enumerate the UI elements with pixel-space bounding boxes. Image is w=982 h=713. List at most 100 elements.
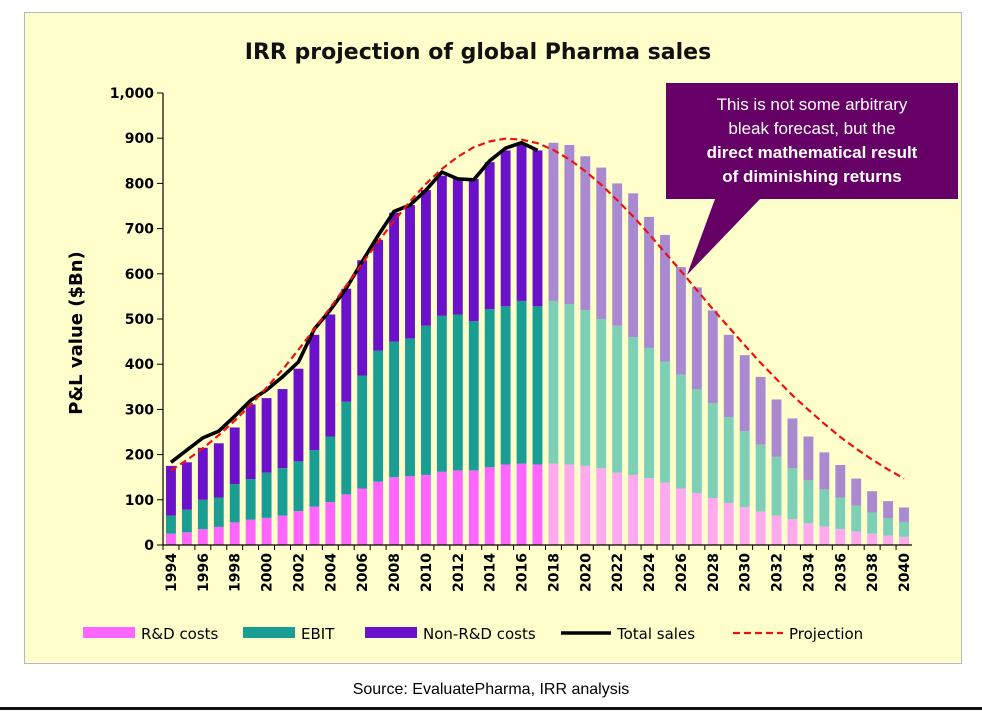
bar-non-r-d-costs-2005: [341, 288, 352, 402]
bar-non-r-d-costs-2000: [261, 398, 272, 473]
bar-non-r-d-costs-2034: [803, 436, 814, 481]
bar-non-r-d-costs-2012: [452, 178, 463, 315]
callout-line: bleak forecast, but the: [728, 119, 895, 138]
bar-non-r-d-costs-2011: [436, 175, 447, 316]
bar-ebit-2005: [341, 401, 352, 495]
bar-ebit-2016: [516, 300, 527, 464]
bar-ebit-2002: [293, 461, 304, 512]
bar-ebit-2023: [628, 337, 639, 475]
line-projection: [170, 137, 905, 480]
x-tick-label: 2036: [833, 553, 849, 592]
bar-r-d-costs-2002: [293, 511, 304, 545]
legend-label: R&D costs: [141, 625, 219, 643]
bar-ebit-2026: [675, 374, 686, 489]
bar-ebit-1997: [213, 497, 224, 527]
x-tick-label: 2024: [642, 553, 658, 592]
bar-non-r-d-costs-2028: [707, 310, 718, 404]
x-tick-label: 2004: [323, 553, 339, 592]
bar-non-r-d-costs-2007: [373, 239, 384, 351]
bar-r-d-costs-2007: [373, 481, 384, 545]
bar-non-r-d-costs-2040: [899, 507, 909, 522]
bar-ebit-2022: [612, 325, 623, 473]
bar-r-d-costs-2016: [516, 463, 527, 545]
bar-non-r-d-costs-2022: [612, 183, 623, 326]
legend-label: Non-R&D costs: [423, 625, 536, 643]
bar-r-d-costs-1994: [166, 533, 176, 545]
bar-r-d-costs-1996: [197, 529, 208, 545]
bar-non-r-d-costs-2033: [787, 418, 798, 469]
y-tick-label: 800: [125, 176, 154, 192]
line-total-sales: [169, 140, 539, 464]
bar-ebit-2011: [436, 315, 447, 472]
bar-ebit-1999: [245, 479, 256, 520]
callout-line: of diminishing returns: [722, 167, 901, 186]
bar-non-r-d-costs-2002: [293, 368, 304, 462]
x-tick-label: 2006: [355, 553, 371, 592]
bar-ebit-2009: [405, 338, 415, 477]
x-tick-label: 2040: [897, 553, 913, 592]
callout-bubble: [666, 83, 958, 275]
bar-non-r-d-costs-1998: [229, 427, 240, 484]
lines-group: [169, 137, 905, 480]
bar-non-r-d-costs-1999: [245, 404, 256, 480]
y-tick-label: 600: [125, 267, 154, 283]
bar-r-d-costs-2011: [436, 471, 447, 545]
bar-ebit-2035: [819, 489, 830, 527]
y-tick-label: 400: [125, 357, 154, 373]
bar-ebit-2010: [421, 325, 431, 475]
x-tick-label: 2022: [610, 553, 626, 592]
bar-r-d-costs-2013: [468, 470, 479, 545]
bar-non-r-d-costs-2038: [867, 491, 878, 513]
bar-r-d-costs-2039: [883, 535, 894, 545]
bar-r-d-costs-1995: [181, 532, 192, 545]
bar-ebit-2008: [389, 341, 400, 478]
bar-r-d-costs-1998: [229, 522, 240, 545]
bar-ebit-2039: [883, 518, 894, 536]
bar-ebit-2024: [644, 347, 654, 479]
bar-ebit-2031: [755, 444, 766, 512]
y-axis-label: P&L value ($Bn): [66, 251, 87, 414]
bar-non-r-d-costs-2017: [532, 150, 543, 307]
bar-non-r-d-costs-2037: [851, 478, 862, 506]
y-tick-label: 700: [125, 222, 154, 238]
bar-ebit-2014: [484, 309, 495, 468]
y-tick-label: 200: [125, 448, 154, 464]
bar-ebit-2040: [899, 521, 909, 537]
callout-line: direct mathematical result: [707, 143, 918, 162]
bar-r-d-costs-2000: [261, 517, 272, 545]
y-tick-label: 0: [144, 538, 154, 554]
y-tick-label: 300: [125, 402, 154, 418]
bar-ebit-2037: [851, 505, 862, 532]
x-tick-label: 2008: [387, 553, 403, 592]
legend-label: Total sales: [616, 625, 695, 643]
bar-ebit-2038: [867, 512, 878, 534]
x-tick-label: 2038: [865, 553, 881, 592]
x-tick-label: 2002: [291, 553, 307, 592]
bar-non-r-d-costs-2013: [468, 178, 479, 322]
bar-non-r-d-costs-2019: [564, 144, 575, 305]
bar-ebit-2017: [532, 306, 543, 465]
x-tick-label: 2034: [801, 553, 817, 592]
bar-ebit-2007: [373, 350, 384, 482]
bar-r-d-costs-2003: [309, 506, 320, 545]
chart-frame: IRR projection of global Pharma sales P&…: [24, 12, 962, 664]
bar-non-r-d-costs-2009: [405, 205, 415, 339]
bar-ebit-2034: [803, 480, 814, 524]
bar-ebit-2029: [723, 417, 734, 503]
x-tick-label: 1998: [228, 553, 244, 592]
bar-r-d-costs-2009: [405, 476, 415, 545]
bar-r-d-costs-2026: [675, 488, 686, 545]
bar-non-r-d-costs-2025: [660, 234, 670, 362]
bar-r-d-costs-2022: [612, 472, 623, 545]
bar-r-d-costs-2036: [835, 529, 846, 545]
bar-ebit-1996: [197, 499, 208, 530]
callout-line: This is not some arbitrary: [717, 95, 908, 114]
bar-ebit-2028: [707, 403, 718, 498]
bar-non-r-d-costs-2021: [596, 167, 607, 319]
bar-non-r-d-costs-2006: [357, 260, 368, 376]
bar-non-r-d-costs-2018: [548, 142, 559, 301]
bar-non-r-d-costs-2024: [644, 216, 654, 348]
bar-non-r-d-costs-2029: [723, 334, 734, 418]
x-tick-label: 2032: [770, 553, 786, 592]
bar-non-r-d-costs-2014: [484, 162, 495, 310]
